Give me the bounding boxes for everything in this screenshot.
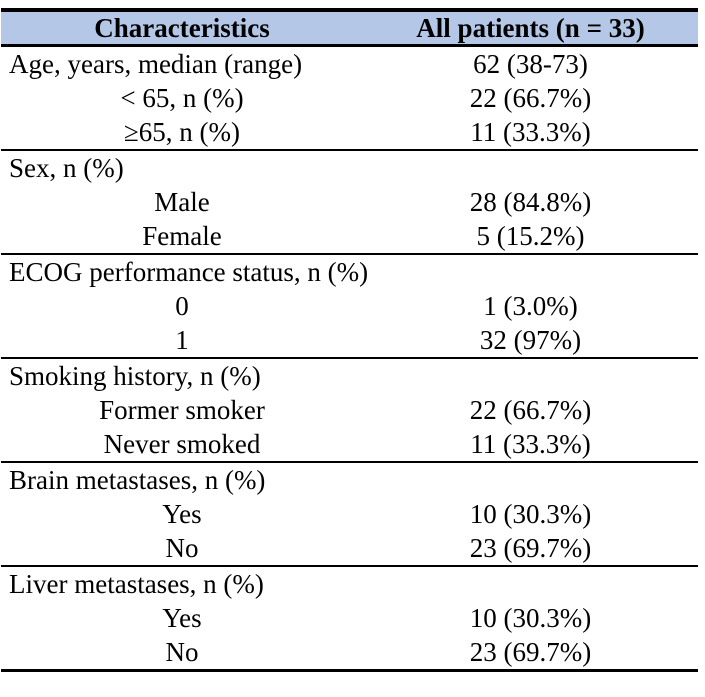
table-row: ≥65, n (%) 11 (33.3%) — [1, 115, 698, 151]
table-row: 0 1 (3.0%) — [1, 289, 698, 323]
table-row: No 23 (69.7%) — [1, 635, 698, 672]
table-row: 1 32 (97%) — [1, 323, 698, 359]
table-row: Smoking history, n (%) — [1, 358, 698, 393]
row-sub-label: ≥65, n (%) — [1, 115, 363, 151]
row-value: 23 (69.7%) — [363, 531, 698, 567]
row-category-label: ECOG performance status, n (%) — [9, 256, 369, 287]
table-row: Yes 10 (30.3%) — [1, 601, 698, 635]
row-category-label: Age, years, median (range) — [9, 48, 303, 79]
row-sub-label: Yes — [162, 498, 202, 529]
table-row: Never smoked 11 (33.3%) — [1, 427, 698, 463]
table-section: Brain metastases, n (%) Yes 10 (30.3%) No 23… — [1, 462, 698, 567]
header-characteristics: Characteristics — [1, 10, 363, 47]
row-value: 62 (38-73) — [473, 48, 588, 79]
row-value: 28 (84.8%) — [469, 186, 592, 217]
row-sub-label: Yes — [162, 602, 202, 633]
table-row: ECOG performance status, n (%) — [1, 254, 698, 289]
row-value: 10 (30.3%) — [469, 602, 592, 633]
row-value — [363, 462, 698, 497]
row-sub-label: Male — [154, 186, 210, 217]
header-all-patients: All patients (n = 33) — [363, 10, 698, 47]
table-row: Former smoker 22 (66.7%) — [1, 393, 698, 427]
table-row: Brain metastases, n (%) — [1, 462, 698, 497]
row-value — [363, 150, 698, 185]
row-category-label: Smoking history, n (%) — [9, 360, 261, 391]
table-header: Characteristics All patients (n = 33) — [1, 10, 698, 47]
row-value — [363, 358, 698, 393]
table-row: Sex, n (%) — [1, 150, 698, 185]
row-value — [363, 566, 698, 601]
table-section: Liver metastases, n (%) Yes 10 (30.3%) No 23… — [1, 566, 698, 672]
table-section: Age, years, median (range) 62 (38-73) < 65… — [1, 46, 698, 151]
table-section: ECOG performance status, n (%) 0 1 (3.0%) 1… — [1, 254, 698, 359]
table-row: No 23 (69.7%) — [1, 531, 698, 567]
row-value: 10 (30.3%) — [469, 498, 592, 529]
table-row: Yes 10 (30.3%) — [1, 497, 698, 531]
table-row: Age, years, median (range) 62 (38-73) — [1, 46, 698, 82]
row-value: 5 (15.2%) — [363, 219, 698, 255]
row-value — [363, 254, 698, 289]
table-row: Male 28 (84.8%) — [1, 185, 698, 219]
row-sub-label: 0 — [175, 290, 189, 321]
row-value: 11 (33.3%) — [363, 115, 698, 151]
row-sub-label: Female — [1, 219, 363, 255]
row-value: 1 (3.0%) — [483, 290, 578, 321]
row-category-label: Sex, n (%) — [9, 152, 124, 183]
table-header-row: Characteristics All patients (n = 33) — [1, 10, 698, 47]
row-category-label: Brain metastases, n (%) — [9, 464, 266, 495]
table-section: Smoking history, n (%) Former smoker 22 (6… — [1, 358, 698, 463]
row-value: 32 (97%) — [363, 323, 698, 359]
table-row: < 65, n (%) 22 (66.7%) — [1, 81, 698, 115]
table-row: Liver metastases, n (%) — [1, 566, 698, 601]
row-sub-label: No — [1, 531, 363, 567]
row-sub-label: Former smoker — [99, 394, 265, 425]
patient-characteristics-table: Characteristics All patients (n = 33) Ag… — [1, 8, 698, 672]
row-value: 22 (66.7%) — [469, 82, 592, 113]
row-value: 23 (69.7%) — [363, 635, 698, 672]
row-value: 11 (33.3%) — [363, 427, 698, 463]
row-value: 22 (66.7%) — [469, 394, 592, 425]
row-sub-label: Never smoked — [1, 427, 363, 463]
table-section: Sex, n (%) Male 28 (84.8%) Female 5 (15.2%) — [1, 150, 698, 255]
row-sub-label: < 65, n (%) — [120, 82, 244, 113]
table-row: Female 5 (15.2%) — [1, 219, 698, 255]
row-sub-label: No — [1, 635, 363, 672]
row-sub-label: 1 — [1, 323, 363, 359]
row-category-label: Liver metastases, n (%) — [9, 568, 264, 599]
